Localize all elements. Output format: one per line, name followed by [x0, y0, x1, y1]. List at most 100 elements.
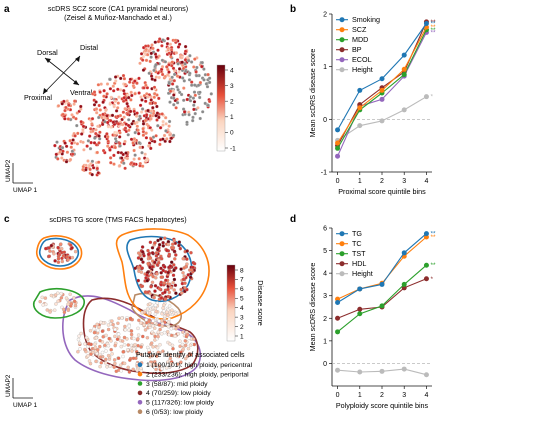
- umap-a-point: [153, 40, 157, 44]
- umap-a-point: [152, 95, 156, 100]
- umap-c-point: [119, 369, 124, 373]
- umap-a-point: [140, 107, 145, 111]
- umap-a-point: [131, 141, 135, 145]
- umap-c-point: [183, 343, 188, 348]
- umap-a-point: [102, 94, 106, 98]
- umap-c-point: [159, 332, 164, 336]
- umap-c-point: [150, 251, 155, 255]
- cluster-3-outline: [32, 288, 85, 319]
- umap-c-point: [113, 361, 117, 366]
- umap-a-point: [110, 113, 115, 118]
- umap-a-point: [200, 64, 204, 69]
- umap-c-point: [181, 347, 185, 352]
- umap-c-point: [165, 310, 169, 314]
- umap-c-point: [87, 359, 92, 363]
- umap-a-point: [112, 162, 116, 166]
- umap-c-point: [163, 290, 167, 295]
- umap-c-point: [128, 358, 132, 362]
- umap-a-point: [129, 137, 134, 141]
- umap-c-point: [127, 324, 132, 328]
- umap-c-point: [100, 329, 105, 334]
- umap-c-point: [183, 339, 188, 343]
- umap-c-point: [76, 349, 80, 354]
- umap-a-point: [68, 138, 72, 143]
- umap-c-point: [145, 335, 150, 340]
- series-point: [335, 315, 341, 321]
- umap-c-point: [185, 354, 190, 358]
- umap-a-point: [144, 136, 149, 140]
- umap-c-point: [172, 263, 176, 267]
- umap-a-point: [168, 133, 172, 137]
- umap-c-point: [128, 316, 133, 321]
- x-tick-label: 0: [336, 178, 340, 185]
- umap-a-point: [139, 110, 144, 114]
- umap-c-point: [112, 358, 117, 362]
- umap-a-point: [86, 159, 90, 163]
- umap-c-point: [117, 316, 121, 321]
- umap-a-point: [72, 99, 77, 103]
- umap-c-point: [122, 361, 127, 366]
- umap-a-point: [198, 90, 202, 95]
- umap-c-point: [161, 349, 165, 353]
- umap-a-point: [53, 143, 57, 148]
- umap-a-point: [118, 76, 123, 81]
- umap-a-point: [193, 111, 197, 116]
- umap-a-point: [112, 153, 116, 158]
- umap-c-point: [116, 332, 121, 336]
- series-point: [357, 306, 363, 312]
- umap-c-point: [155, 346, 160, 350]
- umap-c-point: [61, 307, 66, 312]
- legend-marker: [339, 27, 345, 33]
- umap-c-point: [49, 293, 54, 298]
- umap-a-point: [183, 44, 188, 49]
- legend-c-marker: [137, 400, 143, 405]
- umap-c-point: [56, 299, 60, 304]
- umap-a-point: [109, 95, 113, 100]
- umap-c-point: [188, 343, 193, 348]
- umap-a-point: [93, 136, 97, 140]
- umap-a-point: [60, 156, 64, 160]
- umap-a-point: [64, 159, 69, 164]
- umap-c-point: [148, 310, 152, 315]
- umap-c-point: [166, 270, 171, 275]
- umap-c-point: [89, 352, 93, 356]
- umap-a-point: [168, 42, 173, 46]
- umap-c-point: [150, 246, 155, 250]
- umap-c-point: [145, 278, 150, 283]
- umap-c-point: [152, 332, 156, 336]
- colorbar-c-tick-label: 1: [240, 333, 244, 340]
- series-point: [423, 372, 429, 378]
- umap-a-point: [108, 87, 113, 91]
- series-point: [335, 140, 341, 146]
- umap-a-point: [161, 123, 165, 127]
- significance-label: **: [430, 231, 436, 238]
- umap-a-point: [149, 74, 154, 78]
- umap-a-point: [144, 83, 148, 88]
- umap-c-point: [73, 303, 78, 308]
- umap-c-point: [122, 343, 127, 347]
- legend-marker: [339, 261, 345, 267]
- umap-a-point: [157, 96, 161, 101]
- umap-a-point: [168, 139, 172, 144]
- umap-c-point: [152, 326, 157, 330]
- umap-c-point: [179, 267, 183, 271]
- umap-a-point: [188, 99, 193, 103]
- umap-c-point: [147, 323, 152, 328]
- umap-a-point: [148, 101, 152, 105]
- umap-a-point: [60, 145, 65, 150]
- umap-a-point: [177, 67, 182, 71]
- umap-a-point: [187, 112, 191, 117]
- umap-a-point: [69, 145, 74, 149]
- umap-a-point: [130, 93, 134, 98]
- legend-label: SCZ: [352, 25, 367, 34]
- umap-c-point: [133, 266, 137, 271]
- colorbar-a: [216, 64, 226, 152]
- legend-c-title: Putative identity of associated cells: [136, 352, 245, 359]
- umap-a-point: [121, 110, 126, 114]
- series-point: [423, 231, 429, 237]
- umap-c-point: [118, 363, 123, 367]
- umap-a-point: [200, 60, 204, 65]
- significance-label: **: [430, 20, 436, 27]
- umap-c-point: [169, 260, 174, 264]
- colorbar-c-tick-label: 2: [240, 324, 244, 331]
